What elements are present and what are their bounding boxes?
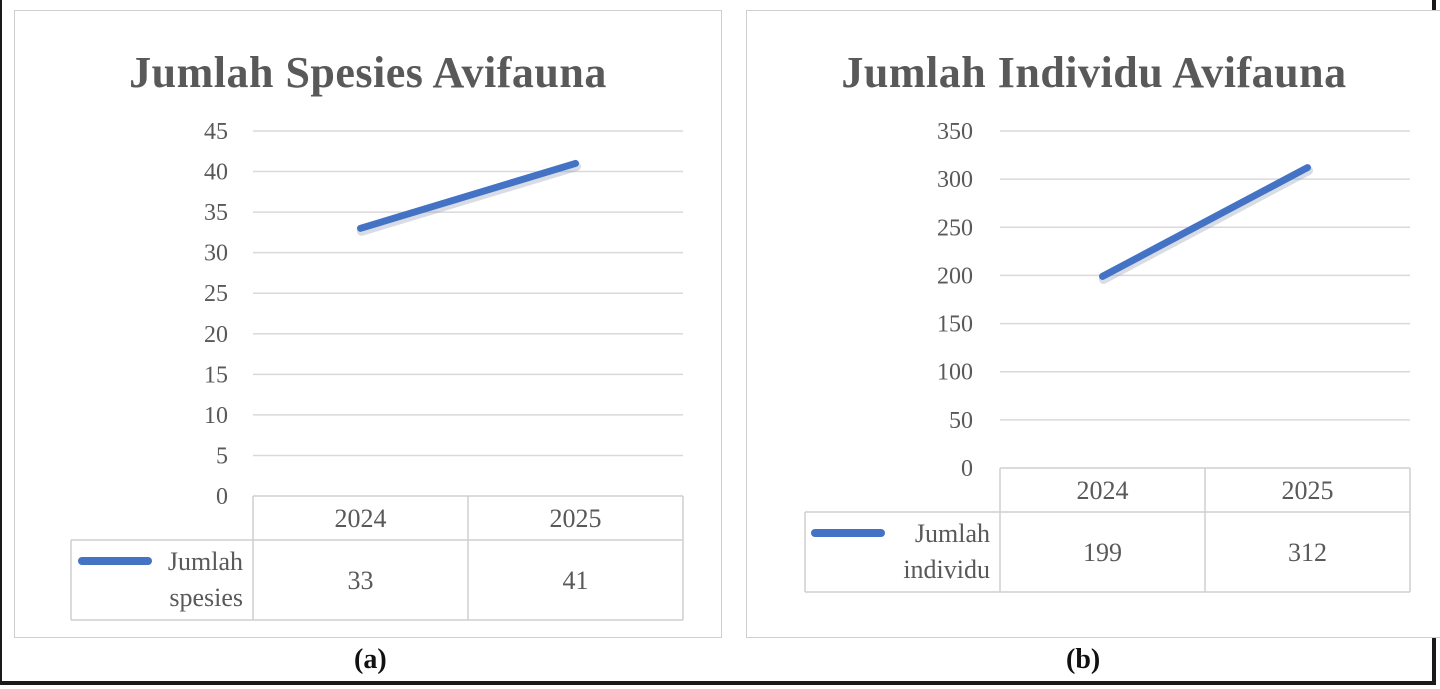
y-tick-label: 15 [204,362,228,388]
data-value-label: 41 [563,566,589,595]
chart-title: Jumlah Spesies Avifauna [129,48,607,97]
x-category-label: 2025 [550,504,602,533]
caption-b: (b) [1066,644,1101,675]
y-tick-label: 5 [216,443,228,469]
y-tick-label: 45 [204,119,228,145]
y-tick-label: 350 [937,119,973,145]
chart-panel-a: Jumlah Spesies Avifauna [14,10,722,638]
series-line [357,159,579,232]
y-tick-label: 10 [204,403,228,429]
y-tick-label: 50 [949,408,973,434]
y-tick-label: 0 [216,484,228,510]
y-tick-label: 100 [937,360,973,386]
x-category-label: 2025 [1282,476,1334,505]
y-tick-label: 200 [937,263,973,289]
chart-title: Jumlah Individu Avifauna [841,48,1347,97]
y-tick-label: 35 [204,200,228,226]
legend-label: Jumlah [168,547,243,576]
y-tick-label: 250 [937,215,973,241]
legend-label: individu [903,555,990,584]
x-category-label: 2024 [1077,476,1129,505]
y-tick-label: 20 [204,322,228,348]
y-tick-label: 300 [937,167,973,193]
series-line [1099,164,1311,280]
x-category-label: 2024 [335,504,387,533]
caption-a: (a) [354,644,387,675]
data-value-label: 199 [1083,538,1122,567]
data-value-label: 312 [1288,538,1327,567]
legend-label: Jumlah [915,519,990,548]
legend-label: spesies [169,583,243,612]
y-tick-label: 40 [204,160,228,186]
y-tick-label: 0 [961,456,973,482]
data-value-label: 33 [348,566,374,595]
y-tick-label: 30 [204,241,228,267]
y-tick-label: 150 [937,312,973,338]
y-tick-label: 25 [204,281,228,307]
